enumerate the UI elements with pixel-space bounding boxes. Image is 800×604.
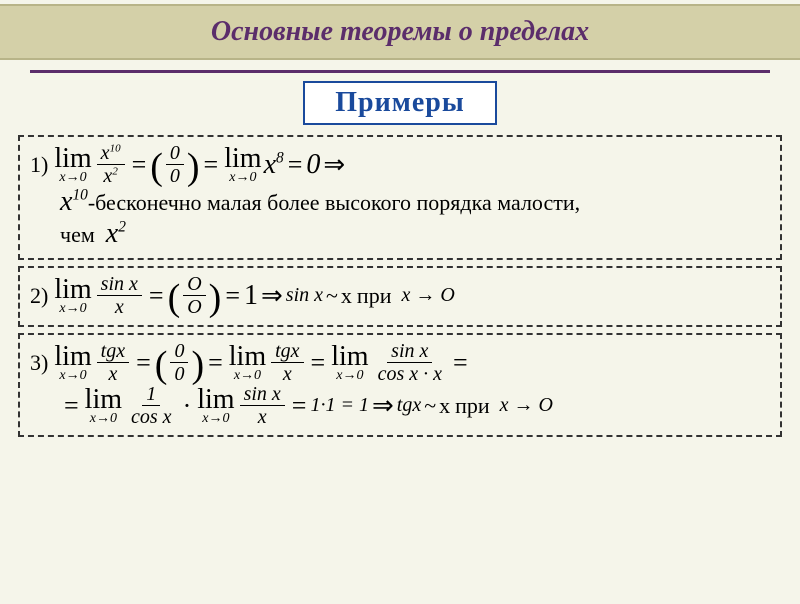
fraction: 0 0 bbox=[166, 143, 184, 186]
fraction: x10 x2 bbox=[97, 143, 125, 186]
lim-op: lim x→0 bbox=[224, 145, 261, 185]
example-3: 3) lim x→0 tgx x = ( 0 0 ) = lim x→0 bbox=[18, 333, 782, 437]
fraction: sin x x bbox=[97, 274, 142, 317]
example-1: 1) lim x→0 x10 x2 = ( 0 0 ) = lim x→0 x8 bbox=[18, 135, 782, 260]
examples-label: Примеры bbox=[303, 81, 496, 125]
ex1-description: x10 -бесконечно малая более высокого пор… bbox=[60, 186, 770, 218]
page-title: Основные теоремы о пределах bbox=[0, 16, 800, 48]
ex3-label: 3) bbox=[30, 350, 48, 376]
ex1-label: 1) bbox=[30, 152, 48, 178]
divider bbox=[30, 70, 770, 73]
examples-label-wrap: Примеры bbox=[0, 81, 800, 125]
ex2-label: 2) bbox=[30, 283, 48, 309]
lim-op: lim x→0 bbox=[54, 276, 91, 316]
example-2: 2) lim x→0 sin x x = ( O O ) = 1 ⇒ sin x… bbox=[18, 266, 782, 327]
title-bar: Основные теоремы о пределах bbox=[0, 4, 800, 60]
lim-op: lim x→0 bbox=[54, 145, 91, 185]
